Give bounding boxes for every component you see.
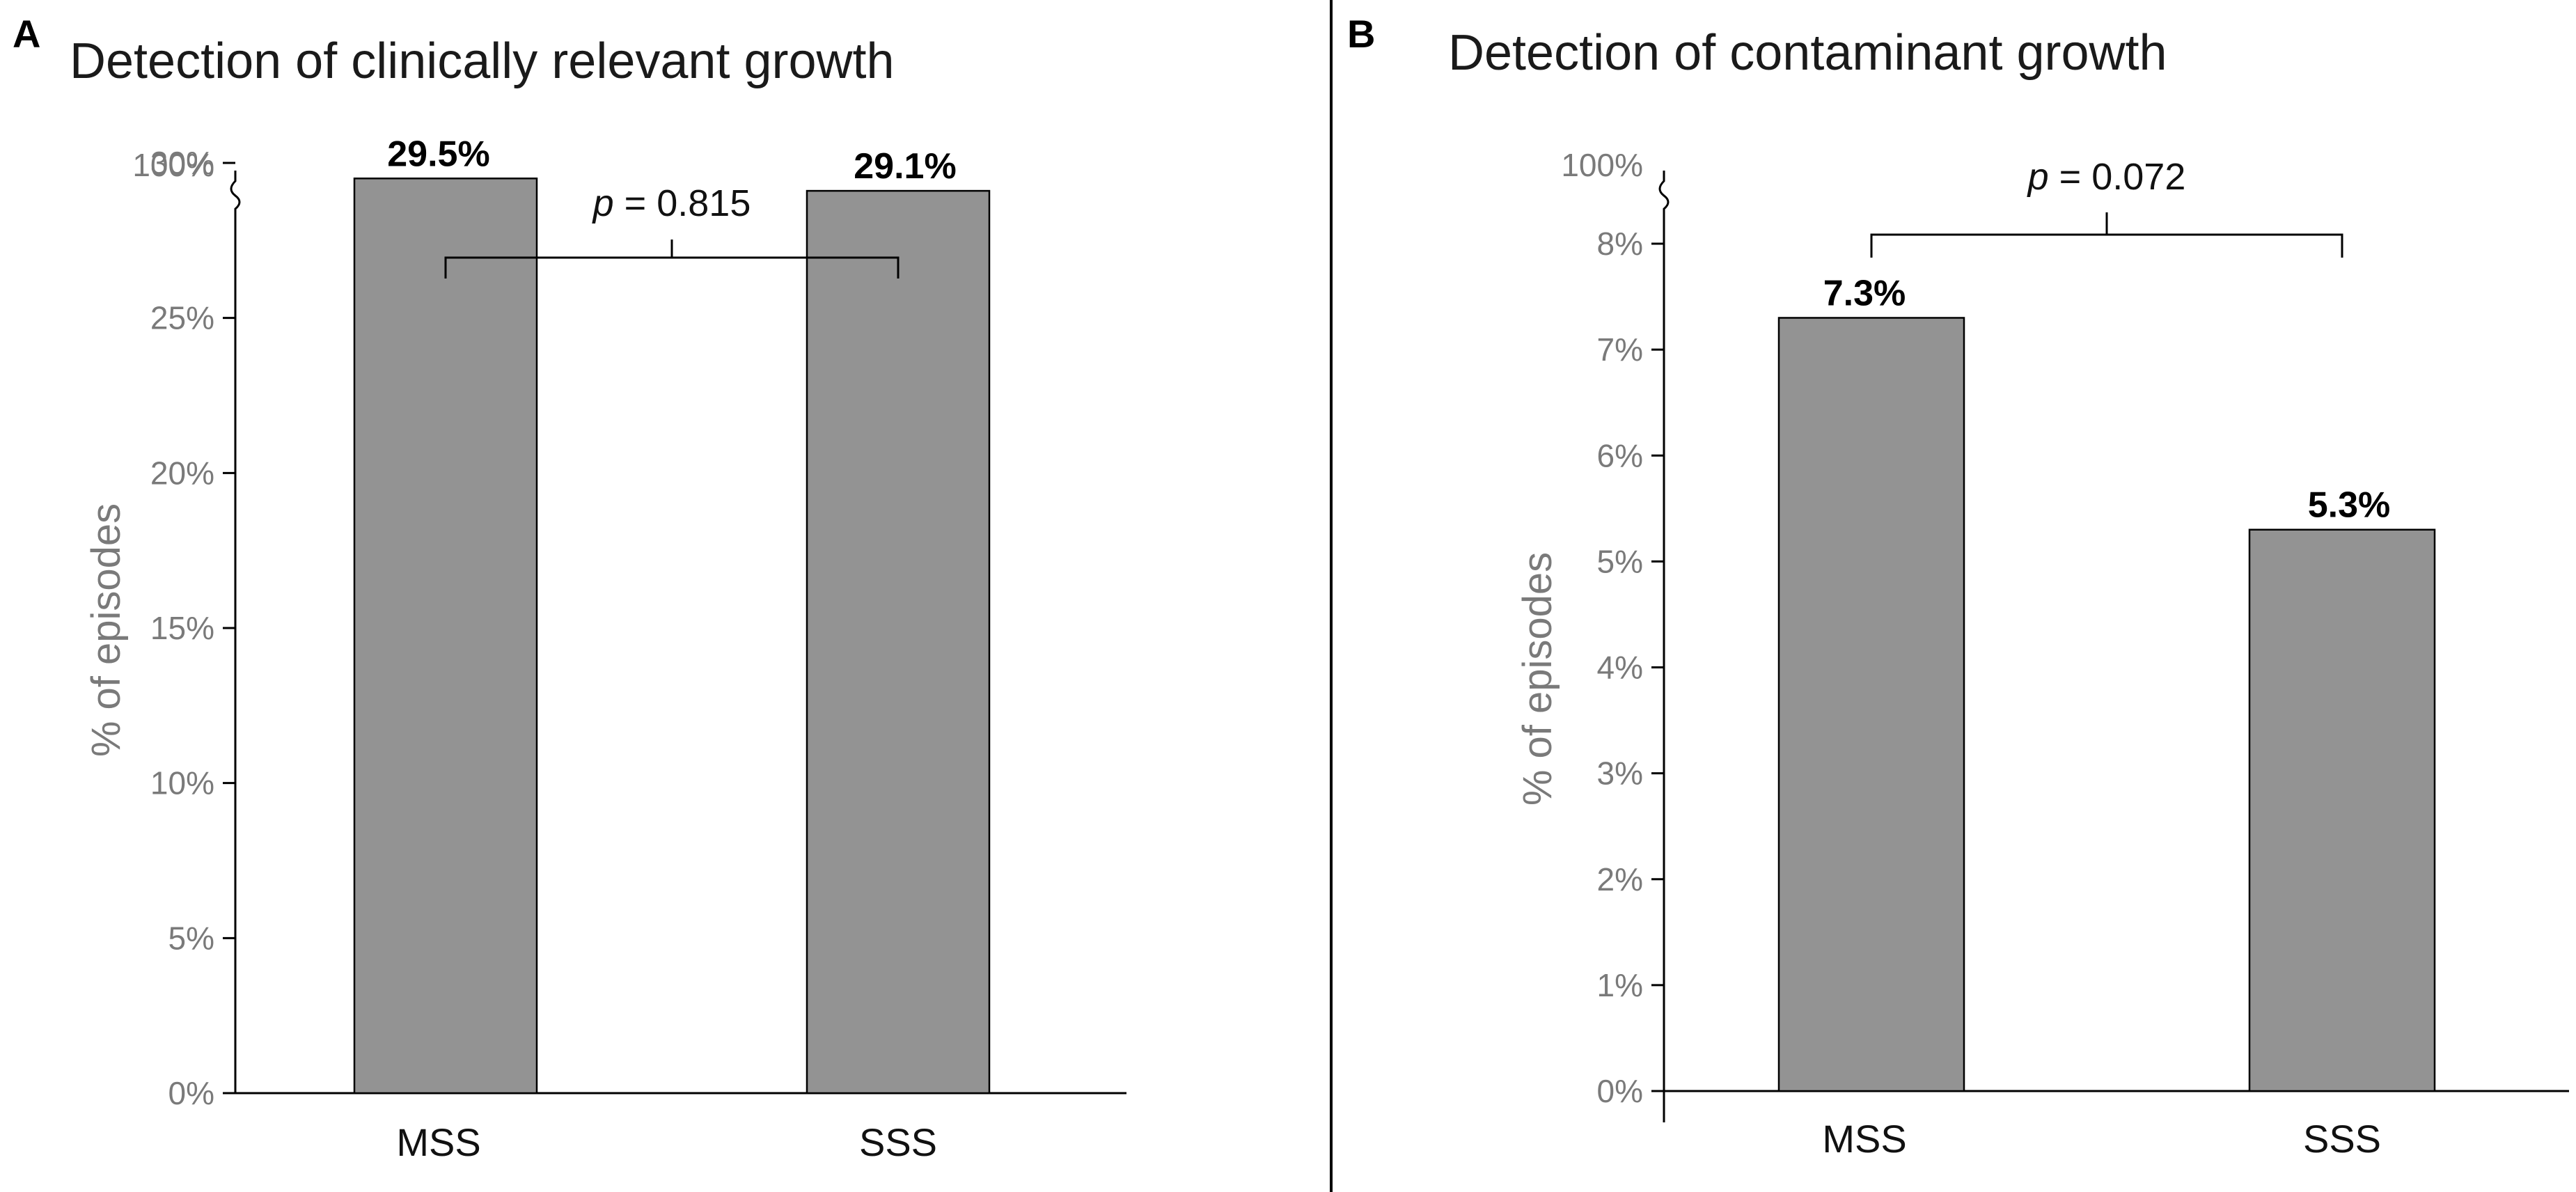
panel-a-y-tick-label: 15% (150, 610, 214, 646)
panel-b-bar-mss (1777, 317, 1965, 1092)
panel-a-title: Detection of clinically relevant growth (70, 33, 895, 89)
panel-a-y-axis-title: % of episodes (84, 503, 129, 757)
panel-b-category-label-mss: MSS (1822, 1117, 1906, 1161)
panel-a-bar-mss (353, 178, 538, 1095)
panel-a-y-tick-label: 100% (132, 147, 214, 183)
panel-a-p-value: p = 0.815 (592, 182, 751, 224)
panel-b: B Detection of contaminant growth 0% 1% 2%… (1347, 12, 2569, 1161)
panel-a-y-tick-label: 20% (150, 455, 214, 491)
panel-b-y-tick-label: 4% (1597, 650, 1643, 686)
panel-a-data-label-sss: 29.1% (854, 146, 956, 187)
panel-a-y-tick-label: 0% (168, 1075, 214, 1111)
panel-b-p-value: p = 0.072 (2027, 156, 2186, 198)
panel-a-p-text: = 0.815 (614, 182, 751, 224)
panel-a-y-tick-label: 10% (150, 765, 214, 801)
panel-b-y-axis-title: % of episodes (1515, 552, 1560, 806)
panel-a-y-tick-label: 30% (150, 145, 214, 181)
panel-b-y-tick-label: 6% (1597, 437, 1643, 473)
panel-b-y-tick-label: 2% (1597, 861, 1643, 897)
panel-a-bar-sss (806, 189, 991, 1095)
panel-b-title: Detection of contaminant growth (1448, 25, 2167, 81)
panel-b-y-tick-label: 0% (1597, 1073, 1643, 1109)
panel-b-category-label-sss: SSS (2303, 1117, 2381, 1161)
panel-b-y-axis (1658, 171, 1670, 1122)
panel-a-y-tick-label: 5% (168, 920, 214, 956)
panel-b-bar-sss (2248, 528, 2436, 1092)
panel-b-significance-bracket (1870, 212, 2343, 258)
panel-b-y-tick-label: 3% (1597, 755, 1643, 792)
panel-b-p-text: = 0.072 (2049, 156, 2186, 198)
panel-a-category-label-sss: SSS (859, 1120, 937, 1164)
panel-b-p-symbol: p (2027, 156, 2049, 198)
panel-b-data-label-sss: 5.3% (2308, 485, 2391, 526)
panel-b-letter: B (1347, 12, 1375, 56)
panel-a-significance-bracket (444, 240, 900, 279)
panel-a-letter: A (13, 12, 40, 56)
panel-b-y-tick-label: 7% (1597, 331, 1643, 368)
panel-a: A Detection of clinically relevant growt… (13, 12, 1126, 1164)
panel-a-category-label-mss: MSS (396, 1120, 480, 1164)
panel-a-y-tick-label: 25% (150, 300, 214, 336)
panel-a-data-label-mss: 29.5% (387, 134, 489, 174)
panel-b-y-tick-label: 100% (1561, 147, 1643, 183)
panel-b-y-tick-label: 5% (1597, 543, 1643, 579)
panel-b-data-label-mss: 7.3% (1823, 273, 1906, 313)
panel-a-p-symbol: p (592, 182, 614, 224)
panel-b-y-tick-label: 1% (1597, 967, 1643, 1003)
panel-b-y-tick-label: 8% (1597, 226, 1643, 262)
panel-a-y-axis (230, 171, 241, 1093)
